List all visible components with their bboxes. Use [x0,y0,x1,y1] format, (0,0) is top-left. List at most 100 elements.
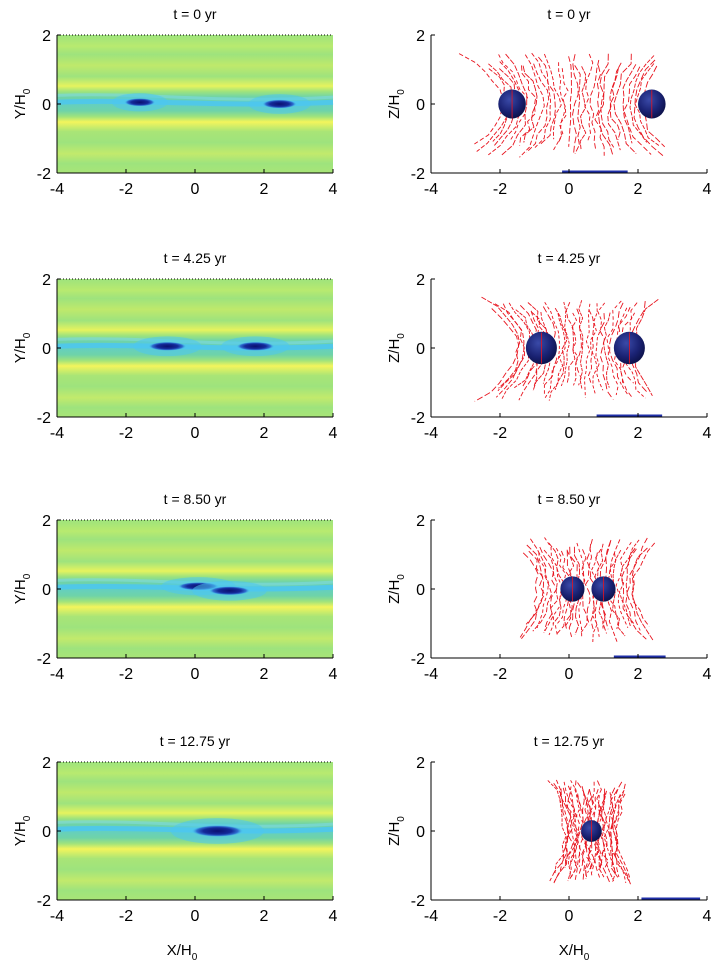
field-line [609,302,624,385]
field-line [615,793,631,880]
field-line [584,303,591,398]
field-line [557,68,569,144]
field-line [553,779,570,883]
dense-core [262,99,297,109]
field-line [498,54,529,141]
field-line [613,783,631,885]
x-tick-label: 2 [634,181,643,198]
y-axis-label: Z/H0 [386,333,407,363]
field-line [527,302,550,391]
x-tick-label: -4 [424,908,438,925]
field-line [556,550,570,635]
x-tick-label: -2 [493,425,507,442]
field-line [610,781,623,877]
field-line [631,547,654,642]
field-line [543,549,559,634]
field-line [575,308,582,386]
field-line [552,62,567,152]
x-axis-label-left: X/H0 [167,942,198,963]
field-line [626,537,648,631]
y-tick-label: 0 [416,97,425,114]
x-tick-label: 0 [191,425,200,442]
y-tick-label: 0 [416,824,425,841]
field-line [597,53,614,155]
field-line [584,53,594,142]
dense-core [236,341,275,351]
field-line [531,52,551,148]
field-line [586,795,593,873]
field-line [474,308,520,402]
x-tick-label: 2 [260,666,269,683]
field-line [594,65,605,156]
field-line [573,546,581,635]
x-tick-label: 2 [260,908,269,925]
y-axis-label: Z/H0 [386,816,407,846]
field-line [606,300,622,396]
y-tick-label: 2 [416,513,425,530]
field-line [612,549,626,637]
field-line [570,780,580,878]
field-line [519,54,545,158]
dense-core [208,586,251,596]
x-tick-label: -4 [50,908,64,925]
field-line [594,548,602,637]
panel-title: t = 8.50 yr [538,491,601,507]
field-line [599,313,614,400]
x-tick-label: -4 [50,425,64,442]
x-tick-label: 0 [191,666,200,683]
x-tick-label: 2 [634,425,643,442]
field-line [579,66,587,150]
dense-core [148,341,187,351]
field-line [549,782,569,882]
field-line [608,787,619,878]
field-line [578,300,584,390]
y-tick-label: -2 [411,410,425,427]
field-line [536,552,549,629]
x-tick-label: 0 [565,908,574,925]
field-line [625,548,647,640]
y-axis-label: Z/H0 [386,574,407,604]
field-line [611,794,630,882]
field-line [526,63,550,153]
x-tick-label: 4 [329,908,338,925]
y-tick-label: -2 [37,651,51,668]
y-tick-label: -2 [411,893,425,910]
x-tick-label: -2 [119,908,133,925]
dense-core [191,825,244,837]
field-line [547,780,567,874]
field-line [618,539,640,627]
x-tick-label: -4 [424,181,438,198]
field-line [632,542,656,627]
field-line [603,312,611,388]
x-tick-label: 0 [191,908,200,925]
field-line [488,61,524,156]
field-line [623,66,652,155]
field-line [501,53,528,156]
field-line [574,780,584,880]
field-line [567,785,580,880]
field-line [458,53,504,145]
panel-title: t = 8.50 yr [164,491,227,507]
x-tick-label: -2 [119,425,133,442]
y-axis-label: Z/H0 [386,89,407,119]
field-line [522,65,538,143]
y-axis-label: Y/H0 [12,332,33,363]
dense-core [124,98,156,107]
field-line [481,296,521,389]
field-line [560,301,570,387]
field-line [562,787,574,868]
x-tick-label: -4 [50,181,64,198]
y-tick-label: 0 [42,97,51,114]
field-line [609,67,621,140]
x-tick-label: 2 [260,425,269,442]
field-line [615,542,632,628]
field-line [640,65,666,148]
field-line [519,550,546,638]
y-tick-label: 0 [416,582,425,599]
